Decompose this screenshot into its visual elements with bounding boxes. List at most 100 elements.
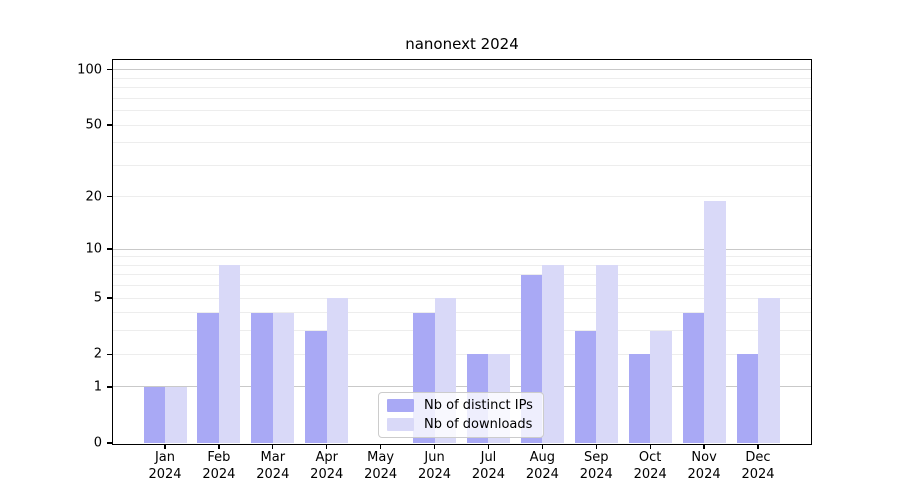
y-axis-tick [106, 124, 112, 126]
x-tick-year: 2024 [310, 467, 344, 482]
y-axis-tick [106, 248, 112, 250]
x-axis-tick [326, 444, 328, 449]
x-tick-year: 2024 [471, 467, 505, 482]
x-tick-year: 2024 [256, 467, 290, 482]
bar-distinct-ips [197, 312, 219, 443]
x-tick-label: Mar 2024 [256, 449, 289, 483]
bar-downloads [704, 200, 726, 443]
gridline-minor [113, 87, 811, 89]
x-tick-month: Mar [260, 450, 286, 465]
x-axis-tick [595, 444, 597, 449]
x-tick-month: Nov [691, 450, 717, 465]
gridline-minor [113, 196, 811, 198]
bar-downloads [758, 298, 780, 443]
x-axis-tick [433, 444, 436, 449]
x-tick-month: Jul [480, 450, 497, 465]
bar-downloads [542, 265, 564, 443]
bar-distinct-ips [143, 386, 165, 443]
x-axis-tick [649, 444, 651, 449]
legend-swatch-downloads [387, 418, 414, 431]
x-tick-year: 2024 [687, 467, 721, 482]
x-tick-month: Dec [745, 450, 771, 465]
x-tick-year: 2024 [417, 467, 452, 482]
x-tick-month: Oct [638, 450, 662, 465]
chart-title: nanonext 2024 [405, 35, 519, 53]
gridline-minor [113, 297, 811, 299]
gridline-minor [113, 274, 811, 276]
x-tick-label: Apr 2024 [310, 449, 343, 483]
y-tick-label: 10 [85, 241, 102, 257]
bar-distinct-ips [305, 330, 327, 443]
x-tick-label: Jan 2024 [148, 449, 181, 483]
x-tick-label: Sep 2024 [580, 449, 613, 483]
bar-downloads [596, 265, 618, 443]
x-tick-year: 2024 [202, 467, 236, 482]
x-tick-month: Sep [584, 450, 609, 465]
gridline-minor [113, 256, 811, 258]
legend: Nb of distinct IPs Nb of downloads [378, 392, 544, 438]
gridline-minor [113, 285, 811, 287]
y-axis-tick [106, 442, 112, 444]
gridline-minor [113, 124, 811, 126]
x-axis-tick [164, 444, 166, 449]
x-tick-year: 2024 [741, 467, 775, 482]
bar-distinct-ips [682, 312, 705, 443]
gridline-minor [113, 330, 811, 332]
legend-label-distinct-ips: Nb of distinct IPs [424, 398, 533, 413]
bar-downloads [650, 330, 672, 443]
y-axis-tick [106, 297, 112, 299]
gridline-minor [113, 164, 811, 166]
y-axis-tick [106, 353, 112, 355]
x-axis-tick [272, 444, 274, 449]
gridline-major [113, 386, 811, 388]
bar-distinct-ips [628, 354, 651, 443]
bar-distinct-ips [574, 330, 597, 443]
x-tick-year: 2024 [148, 467, 182, 482]
gridline-minor [113, 77, 811, 79]
x-tick-month: Apr [315, 450, 338, 465]
x-tick-month: Feb [207, 450, 231, 465]
y-tick-label: 0 [93, 435, 102, 451]
y-tick-label: 20 [85, 189, 102, 205]
gridline-minor [113, 142, 811, 144]
y-axis-tick [106, 196, 112, 198]
x-axis-tick [703, 444, 705, 449]
y-tick-label: 5 [93, 290, 102, 306]
x-tick-month: Jan [154, 450, 176, 465]
x-tick-label: May 2024 [364, 449, 397, 483]
bar-downloads [272, 312, 295, 443]
x-tick-label: Jul 2024 [472, 449, 505, 483]
legend-item-distinct-ips: Nb of distinct IPs [387, 398, 533, 413]
gridline-major [113, 248, 811, 250]
x-axis-tick [541, 444, 543, 449]
bar-downloads [326, 298, 349, 443]
y-tick-label: 1 [93, 379, 102, 395]
gridline-minor [113, 110, 811, 112]
legend-item-downloads: Nb of downloads [387, 417, 533, 432]
y-tick-label: 100 [77, 62, 102, 78]
x-tick-label: Oct 2024 [634, 449, 667, 483]
x-tick-year: 2024 [364, 467, 398, 482]
x-tick-label: Aug 2024 [526, 449, 559, 483]
x-tick-month: Jun [424, 450, 445, 465]
gridline-minor [113, 264, 811, 266]
bar-downloads [218, 265, 241, 443]
plot-area: 0 1 2 5 10 20 50 100 Jan 2024 Feb 2024 Mar 2024 Apr 202… [77, 59, 812, 482]
x-axis-tick [757, 444, 759, 449]
x-axis-tick [218, 444, 220, 449]
y-axis-tick [106, 69, 112, 71]
legend-label-downloads: Nb of downloads [424, 417, 533, 432]
x-tick-month: Aug [529, 450, 556, 465]
x-tick-year: 2024 [633, 467, 667, 482]
legend-swatch-distinct-ips [387, 399, 414, 412]
x-tick-year: 2024 [579, 467, 613, 482]
y-tick-label: 50 [85, 117, 102, 133]
gridline-minor [113, 97, 811, 99]
x-tick-label: Feb 2024 [202, 449, 235, 483]
y-tick-label: 2 [93, 346, 102, 362]
gridline-minor [113, 312, 811, 314]
gridline-minor [113, 353, 811, 355]
x-tick-label: Nov 2024 [688, 449, 721, 483]
bar-downloads [165, 386, 187, 443]
x-axis-tick [487, 444, 490, 449]
